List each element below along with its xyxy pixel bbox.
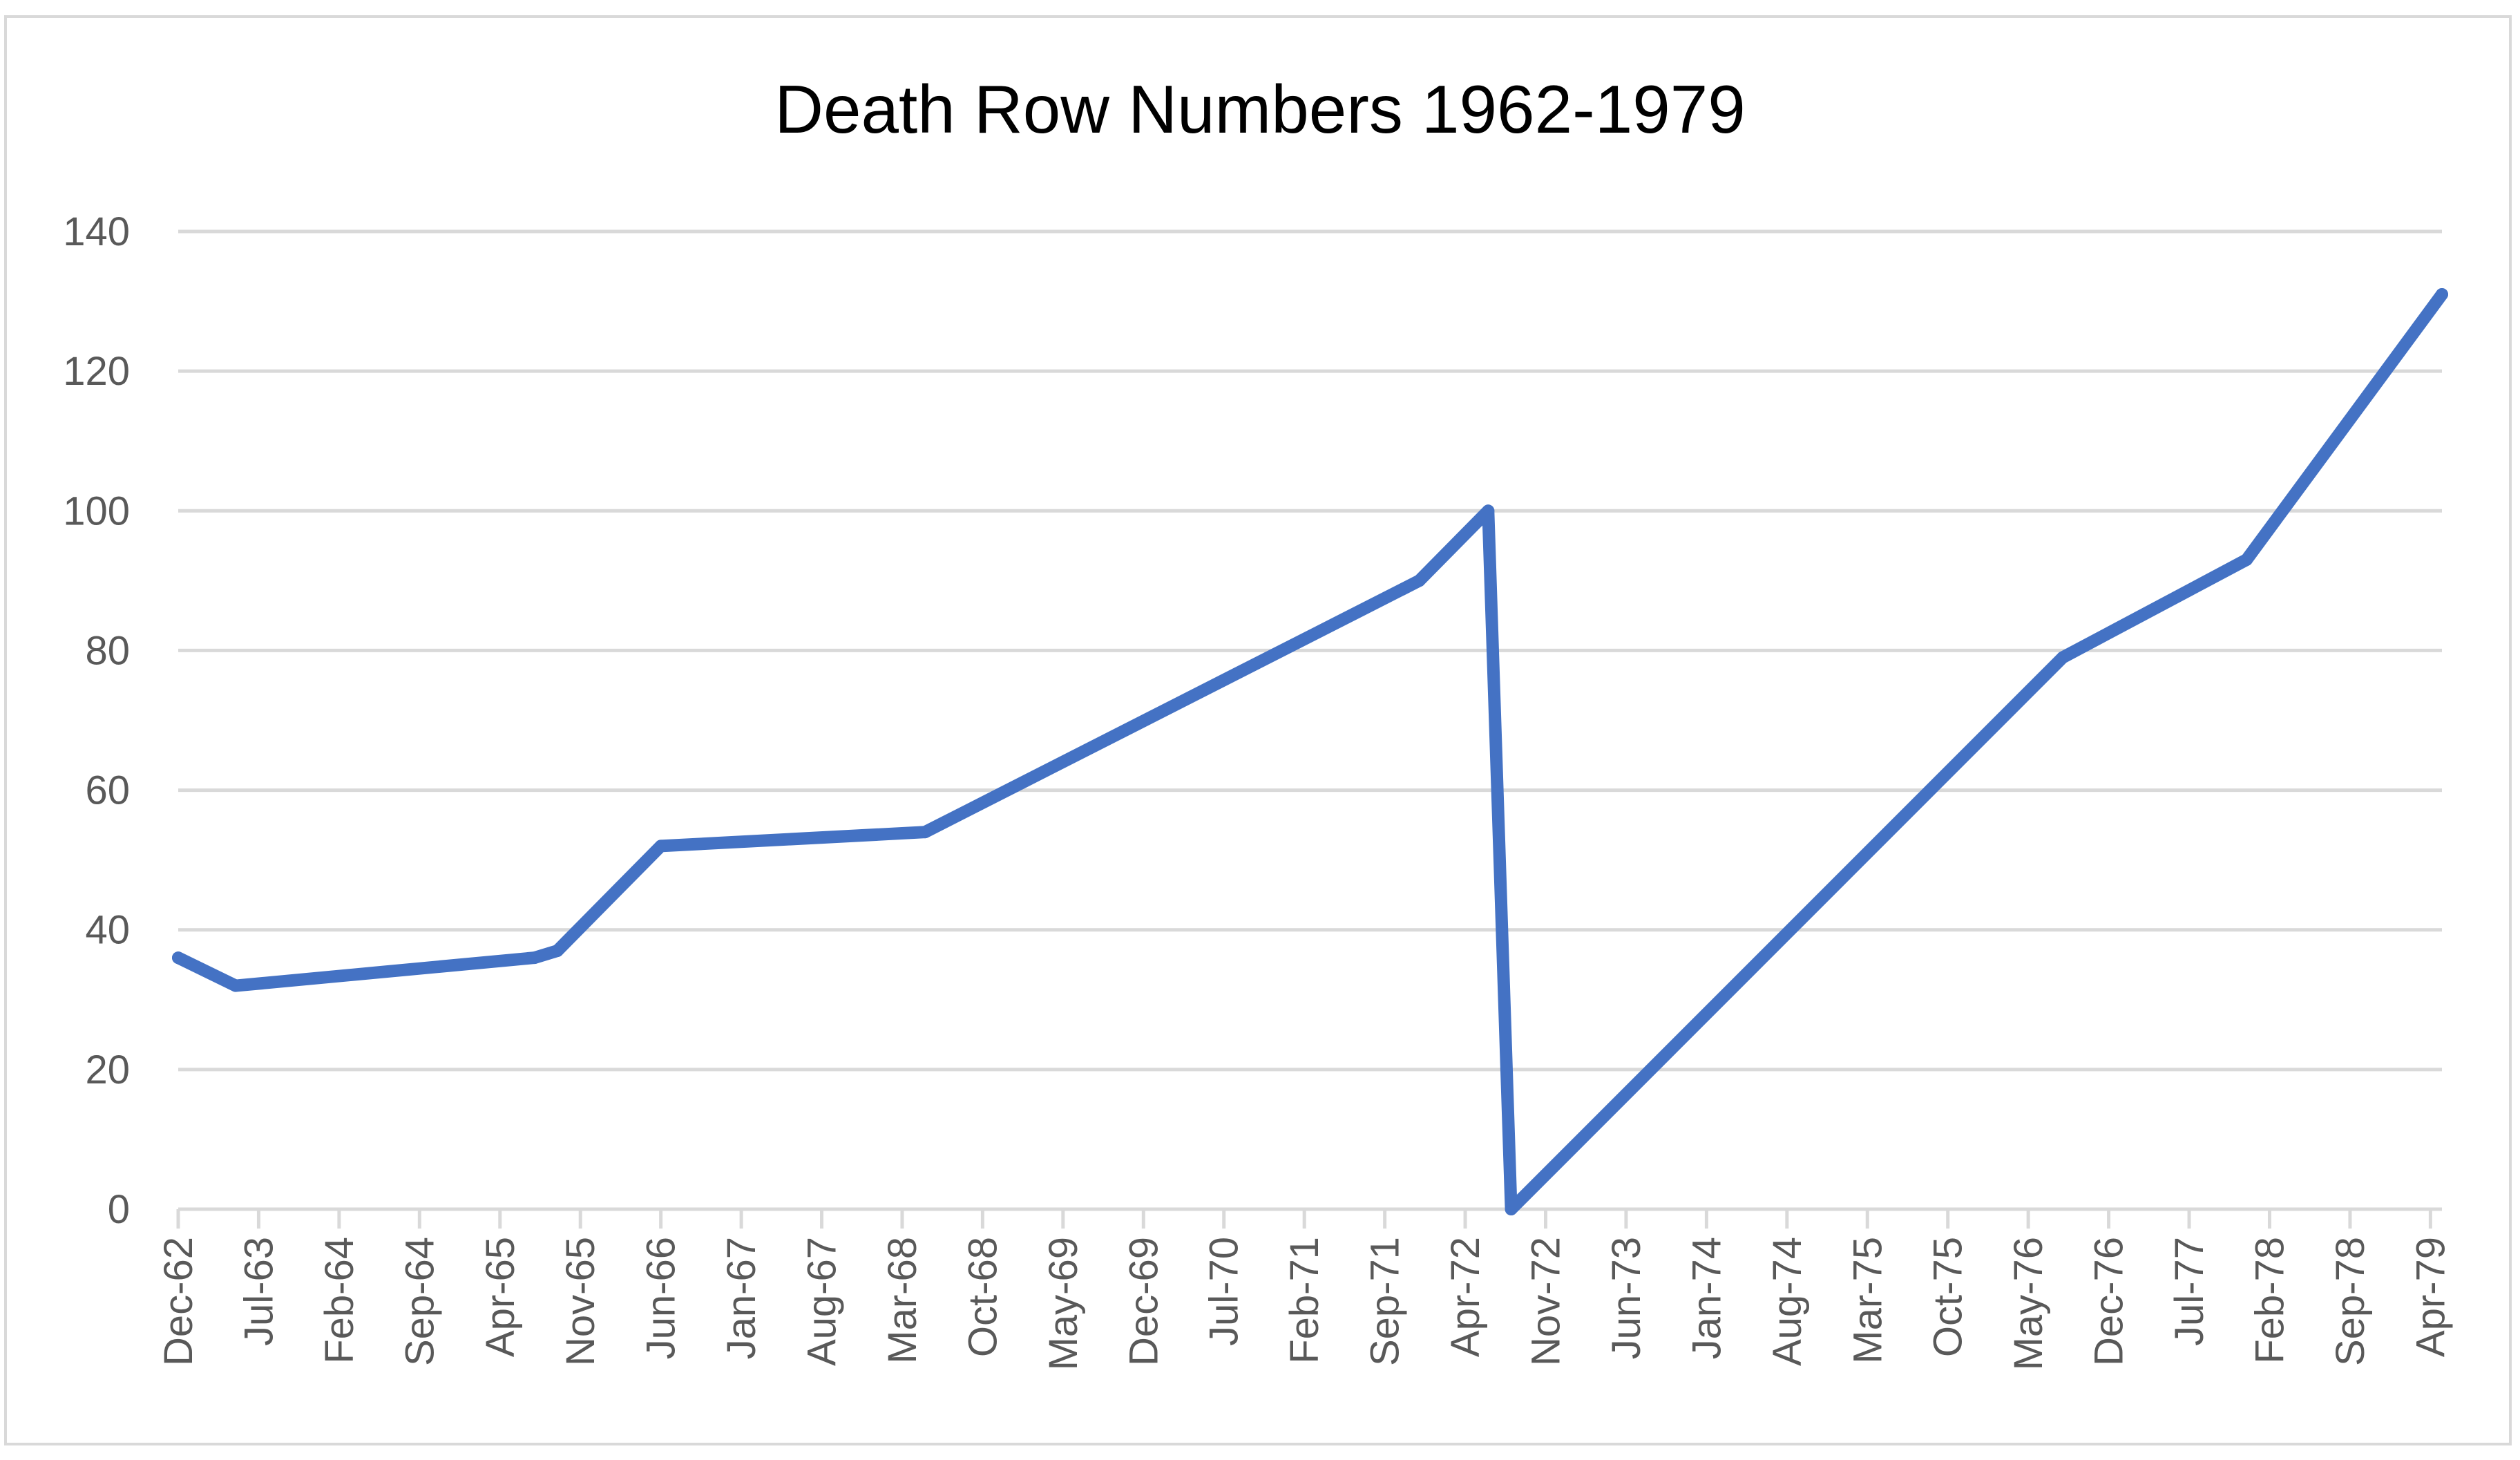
series-group — [172, 287, 2448, 1215]
x-tick-label: Aug-67 — [800, 1237, 845, 1366]
chart-frame — [4, 15, 2512, 1445]
x-tick-label: Nov-65 — [558, 1237, 603, 1366]
data-point — [1413, 574, 1426, 587]
x-tick-label: Jun-73 — [1604, 1237, 1649, 1359]
x-tick-label: Feb-71 — [1282, 1237, 1327, 1364]
data-point — [1482, 504, 1495, 518]
gridlines — [178, 229, 2442, 1072]
x-tick-label: Dec-69 — [1121, 1237, 1166, 1366]
y-tick-label: 140 — [63, 209, 130, 254]
data-point — [1505, 1203, 1518, 1215]
y-tick-label: 100 — [63, 489, 130, 533]
data-point — [2436, 287, 2448, 301]
x-tick-label: Sep-64 — [397, 1237, 442, 1366]
x-tick-label: Jan-67 — [719, 1237, 764, 1359]
data-point — [2056, 651, 2070, 664]
x-tick-label: Apr-72 — [1443, 1237, 1488, 1357]
y-tick-label: 20 — [85, 1047, 130, 1092]
y-tick-label: 40 — [85, 908, 130, 953]
data-point — [551, 945, 564, 958]
x-tick-label: Jul-77 — [2167, 1237, 2212, 1346]
data-point — [2240, 553, 2253, 567]
y-tick-label: 0 — [108, 1187, 130, 1232]
y-tick-label: 120 — [63, 349, 130, 394]
x-tick-label: Feb-78 — [2247, 1237, 2292, 1364]
x-axis: Dec-62 Jul-63 Feb-64 Sep-64 Apr-65 Nov-65 Jun-… — [156, 1207, 2453, 1370]
x-tick-label: Oct-68 — [960, 1237, 1005, 1357]
x-tick-label: May-69 — [1041, 1237, 1086, 1370]
series-line-0 — [172, 288, 2448, 1215]
data-point — [172, 951, 184, 965]
x-tick-label: Apr-79 — [2408, 1237, 2453, 1357]
data-point — [654, 840, 667, 853]
x-tick-label: Mar-68 — [880, 1237, 925, 1364]
data-point — [919, 826, 932, 839]
x-tick-label: Nov-72 — [1524, 1237, 1569, 1366]
x-tick-label: Mar-75 — [1845, 1237, 1890, 1364]
x-tick-label: May-76 — [2006, 1237, 2051, 1370]
y-tick-label: 60 — [85, 768, 130, 813]
x-tick-label: Dec-62 — [156, 1237, 201, 1366]
chart-title: Death Row Numbers 1962-1979 — [774, 71, 1745, 147]
x-tick-label: Feb-64 — [317, 1237, 362, 1364]
x-tick-label: Sep-78 — [2328, 1237, 2373, 1366]
y-tick-label: 80 — [85, 628, 130, 673]
y-axis-ticks: 0 20 40 60 80 100 120 140 — [63, 209, 130, 1232]
x-tick-label: Dec-76 — [2087, 1237, 2132, 1366]
x-tick-label: Jun-66 — [639, 1237, 684, 1359]
data-point — [528, 951, 541, 965]
x-tick-label: Jan-74 — [1684, 1237, 1729, 1359]
data-point — [229, 979, 242, 992]
x-tick-label: Aug-74 — [1765, 1237, 1810, 1366]
x-tick-label: Apr-65 — [478, 1237, 523, 1357]
x-tick-label: Jul-70 — [1202, 1237, 1247, 1346]
x-tick-label: Jul-63 — [236, 1237, 281, 1346]
x-tick-label: Oct-75 — [1926, 1237, 1971, 1357]
x-tick-label: Sep-71 — [1363, 1237, 1408, 1366]
